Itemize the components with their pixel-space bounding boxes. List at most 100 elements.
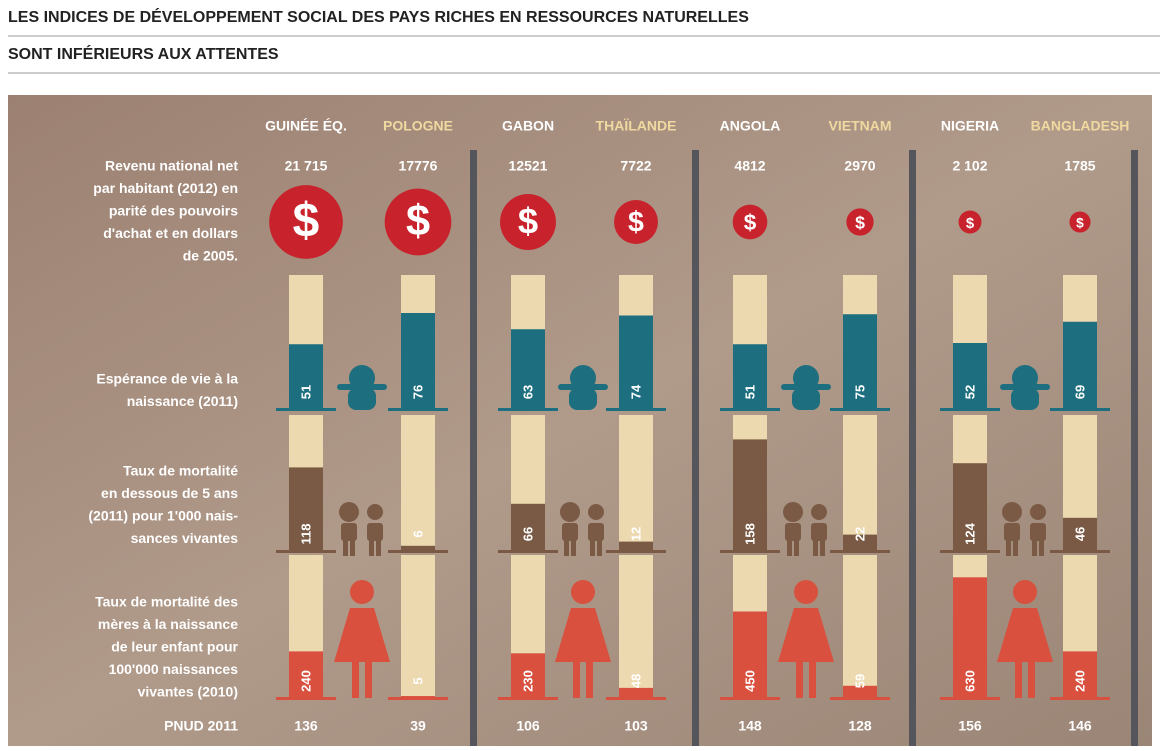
bar-base	[940, 408, 1000, 411]
value-label: 4812	[734, 158, 765, 174]
icon-part	[367, 523, 383, 541]
icon-part	[809, 660, 816, 698]
value-label: 1785	[1064, 158, 1095, 174]
icon-part	[365, 660, 372, 698]
icon-part	[343, 540, 348, 556]
bar-base	[830, 697, 890, 700]
icon-part	[792, 388, 820, 410]
value-label: 7722	[620, 158, 651, 174]
icon-part	[811, 504, 827, 520]
bar-base	[388, 550, 448, 553]
dollar-symbol: $	[406, 197, 430, 245]
icon-part	[783, 502, 803, 522]
dollar-symbol: $	[293, 195, 320, 248]
ranking-value: 156	[958, 718, 982, 734]
ranking-value: 148	[738, 718, 762, 734]
dollar-symbol: $	[518, 201, 538, 242]
icon-part	[1000, 384, 1050, 390]
icon-part	[339, 502, 359, 522]
row-label: 100'000 naissances	[109, 661, 239, 677]
icon-part	[350, 580, 374, 604]
icon-part	[560, 502, 580, 522]
bar-base	[606, 697, 666, 700]
icon-part	[588, 523, 604, 541]
bar-base	[940, 697, 1000, 700]
row-label: par habitant (2012) en	[93, 180, 238, 196]
icon-part	[350, 540, 355, 556]
bar	[619, 688, 653, 697]
bar-base	[720, 408, 780, 411]
bar-base	[276, 697, 336, 700]
row-label: de leur enfant pour	[111, 639, 238, 655]
ranking-value: 146	[1068, 718, 1092, 734]
row-label: Espérance de vie à la	[96, 371, 238, 387]
bar-base	[940, 550, 1000, 553]
country-name: NIGERIA	[941, 118, 999, 134]
row-label: (2011) pour 1'000 nais-	[88, 508, 238, 524]
bar-base	[1050, 550, 1110, 553]
value-label: 17776	[399, 158, 438, 174]
value-label: 63	[520, 385, 535, 399]
icon-part	[569, 388, 597, 410]
bar	[401, 696, 435, 697]
bar-base	[498, 408, 558, 411]
icon-part	[571, 540, 576, 556]
icon-part	[571, 580, 595, 604]
dollar-symbol: $	[855, 213, 865, 233]
icon-part	[781, 384, 831, 390]
value-label: 76	[410, 385, 425, 399]
icon-part	[796, 660, 803, 698]
icon-part	[1011, 388, 1039, 410]
row-label: Taux de mortalité des	[95, 594, 238, 610]
icon-part	[586, 660, 593, 698]
dollar-symbol: $	[1076, 216, 1084, 231]
bar-background	[401, 415, 435, 550]
icon-part	[1015, 660, 1022, 698]
row-label: mères à la naissance	[98, 616, 238, 632]
country-name: THAÏLANDE	[596, 118, 677, 134]
icon-part	[573, 660, 580, 698]
value-label: 46	[1072, 527, 1087, 541]
icon-part	[348, 388, 376, 410]
country-name: GABON	[502, 118, 554, 134]
icon-part	[820, 540, 825, 556]
icon-part	[558, 384, 608, 390]
icon-part	[376, 540, 381, 556]
row-label: de 2005.	[183, 248, 238, 264]
value-label: 51	[742, 385, 757, 399]
value-label: 2970	[844, 158, 875, 174]
icon-part	[597, 540, 602, 556]
value-label: 158	[742, 523, 757, 545]
row-label: Revenu national net	[105, 158, 238, 174]
ranking-value: 39	[410, 718, 426, 734]
bar-base	[388, 697, 448, 700]
icon-part	[811, 523, 827, 541]
value-label: 21 715	[285, 158, 328, 174]
icon-part	[1006, 540, 1011, 556]
icon-part	[1039, 540, 1044, 556]
bar-base	[830, 550, 890, 553]
icon-part	[1013, 540, 1018, 556]
bar-background	[401, 555, 435, 697]
value-label: 59	[852, 674, 867, 688]
value-label: 75	[852, 385, 867, 399]
bar	[619, 542, 653, 550]
value-label: 230	[520, 670, 535, 692]
value-label: 74	[628, 384, 643, 399]
value-label: 22	[852, 527, 867, 541]
title-line: LES INDICES DE DÉVELOPPEMENT SOCIAL DES …	[8, 7, 749, 26]
dollar-symbol: $	[628, 207, 644, 239]
ranking-value: 136	[294, 718, 318, 734]
icon-part	[1028, 660, 1035, 698]
dollar-symbol: $	[966, 216, 975, 232]
icon-part	[1032, 540, 1037, 556]
bar-base	[606, 408, 666, 411]
bar	[401, 546, 435, 550]
bar-base	[1050, 408, 1110, 411]
row-label: en dessous de 5 ans	[101, 485, 238, 501]
dollar-symbol: $	[744, 210, 757, 235]
country-name: GUINÉE ÉQ.	[265, 118, 347, 134]
value-label: 240	[1072, 670, 1087, 692]
icon-part	[794, 580, 818, 604]
icon-part	[785, 523, 801, 541]
